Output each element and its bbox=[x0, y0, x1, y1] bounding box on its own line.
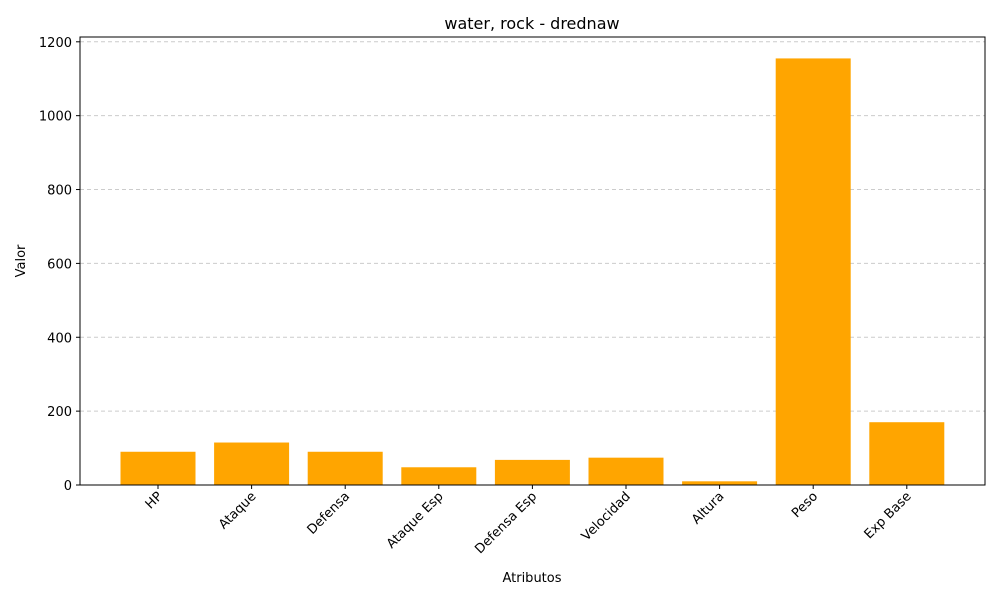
y-tick-label: 1000 bbox=[39, 110, 72, 125]
bar-peso bbox=[775, 58, 851, 486]
bar-velocidad bbox=[588, 457, 664, 485]
bar-exp-base bbox=[869, 422, 945, 485]
x-tick-label: Peso bbox=[789, 489, 821, 521]
y-tick-label: 200 bbox=[47, 405, 72, 420]
bar-defensa bbox=[307, 451, 383, 485]
bar-defensa-esp bbox=[494, 459, 570, 485]
bar-ataque bbox=[214, 442, 290, 485]
y-tick-label: 800 bbox=[47, 184, 72, 199]
y-tick-label: 600 bbox=[47, 257, 72, 272]
bar-altura bbox=[682, 481, 758, 485]
x-tick-label: Ataque Esp bbox=[384, 489, 447, 552]
x-axis-title: Atributos bbox=[502, 571, 561, 586]
x-tick-label: Velocidad bbox=[579, 489, 634, 544]
y-axis-title: Valor bbox=[14, 244, 29, 277]
x-tick-label: Defensa bbox=[305, 489, 353, 537]
x-tick-label: Altura bbox=[689, 489, 727, 527]
bar-ataque-esp bbox=[401, 467, 477, 485]
x-tick-label: Ataque bbox=[216, 489, 259, 532]
grid-lines bbox=[80, 41, 985, 412]
y-axis: 0 200 400 600 800 1000 1200 bbox=[39, 36, 80, 494]
x-axis: HP Ataque Defensa Ataque Esp Defensa Esp Velo… bbox=[143, 485, 915, 557]
y-tick-label: 400 bbox=[47, 331, 72, 346]
x-tick-label: HP bbox=[143, 489, 166, 512]
y-tick-label: 1200 bbox=[39, 36, 72, 51]
x-tick-label: Defensa Esp bbox=[472, 489, 540, 557]
chart-title: water, rock - drednaw bbox=[444, 14, 619, 33]
bars bbox=[120, 58, 945, 486]
y-tick-label: 0 bbox=[64, 479, 72, 494]
x-tick-label: Exp Base bbox=[862, 489, 915, 542]
bar-hp bbox=[120, 451, 196, 485]
